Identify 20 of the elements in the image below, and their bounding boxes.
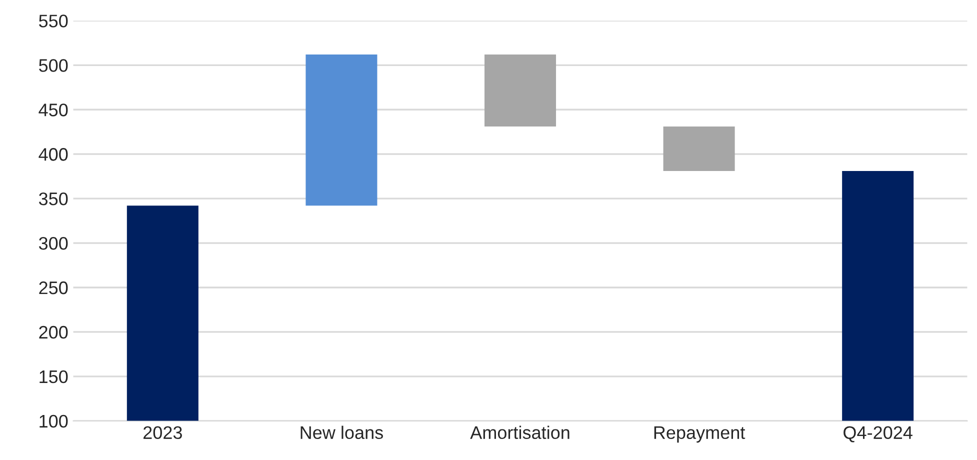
bar [484, 54, 556, 127]
y-tick-label: 200 [39, 326, 68, 339]
y-tick-label: 350 [38, 192, 68, 206]
y-tick-label: 150 [40, 370, 68, 384]
bar [842, 170, 914, 421]
x-tick-label: Amortisation [470, 426, 570, 440]
y-tick-label: 300 [38, 236, 68, 250]
y-tick-label: 450 [38, 104, 68, 116]
y-tick-label: 550 [39, 14, 68, 28]
bar [126, 206, 198, 421]
x-tick-label: Q4-2024 [844, 426, 912, 442]
y-tick-label: 100 [40, 414, 68, 428]
bar [306, 54, 378, 206]
y-tick-label: 250 [39, 281, 68, 294]
x-tick-label: 2023 [144, 426, 182, 440]
y-tick-label: 400 [38, 148, 68, 161]
y-tick-label: 500 [39, 59, 68, 72]
bar [663, 126, 735, 171]
x-tick-label: New loans [300, 426, 383, 440]
x-tick-label: Repayment [654, 426, 746, 443]
